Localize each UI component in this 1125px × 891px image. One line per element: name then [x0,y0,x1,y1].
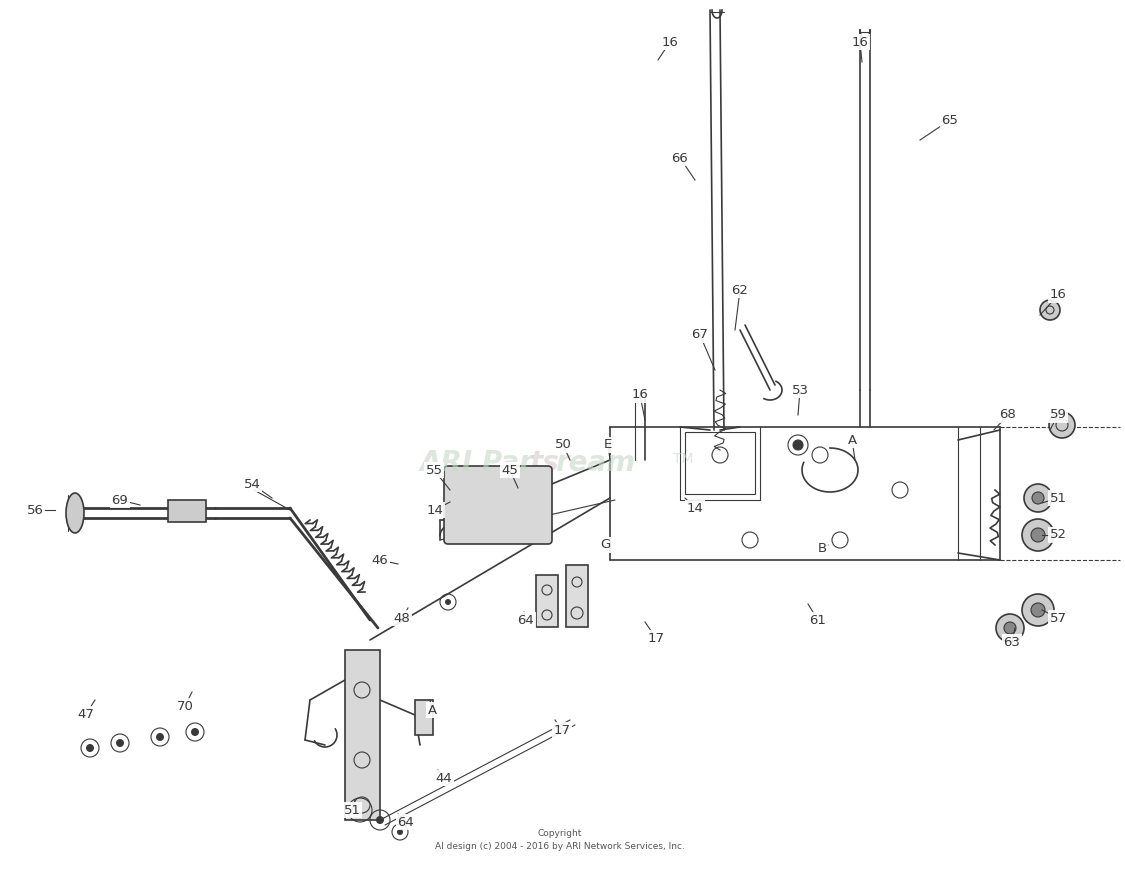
Text: E: E [604,438,612,452]
Text: 17: 17 [648,632,665,644]
Text: A: A [847,434,856,446]
Circle shape [116,739,124,747]
Text: 57: 57 [1050,611,1066,625]
Text: 51: 51 [343,804,360,816]
Text: 62: 62 [731,283,748,297]
Text: Copyright
Al design (c) 2004 - 2016 by ARI Network Services, Inc.: Copyright Al design (c) 2004 - 2016 by A… [435,830,685,851]
Text: 53: 53 [792,383,809,396]
Text: TM: TM [673,452,693,466]
Text: 47: 47 [78,707,94,721]
Circle shape [446,599,451,605]
Text: 52: 52 [1050,528,1066,542]
Text: 51: 51 [1050,492,1066,504]
Polygon shape [345,650,380,820]
Text: 56: 56 [27,503,44,517]
Text: 44: 44 [435,772,452,784]
Text: 70: 70 [177,699,193,713]
Bar [415,700,433,735]
Text: 16: 16 [631,388,648,402]
Circle shape [1032,492,1044,504]
Text: 17: 17 [554,723,570,737]
FancyBboxPatch shape [444,466,552,544]
Circle shape [86,744,94,752]
Circle shape [1040,300,1060,320]
Circle shape [1022,519,1054,551]
Text: A: A [428,704,436,716]
Text: 64: 64 [397,815,414,829]
Bar [168,500,206,522]
Bar [536,575,558,627]
Text: 16: 16 [1050,289,1066,301]
Circle shape [1030,603,1045,617]
Bar [566,565,588,627]
Ellipse shape [66,493,84,533]
Circle shape [1024,484,1052,512]
Circle shape [1048,412,1076,438]
Circle shape [996,614,1024,642]
Circle shape [397,829,403,835]
Circle shape [376,816,384,824]
Text: 54: 54 [243,478,261,491]
Text: 59: 59 [1050,408,1066,421]
Text: 61: 61 [810,614,827,626]
Text: G: G [600,538,610,552]
Text: 66: 66 [672,151,688,165]
Circle shape [1004,622,1016,634]
Text: 50: 50 [555,438,572,452]
Text: ream: ream [555,449,636,477]
Text: ARI Par: ARI Par [420,449,534,477]
Text: 64: 64 [518,614,534,626]
Bar [685,432,755,494]
Text: 68: 68 [1000,408,1016,421]
Text: 63: 63 [1004,635,1020,649]
Circle shape [1030,528,1045,542]
Text: 16: 16 [852,36,868,48]
Text: 45: 45 [502,463,519,477]
Circle shape [191,728,199,736]
Text: ts: ts [530,449,560,477]
Text: 48: 48 [394,611,411,625]
Circle shape [793,440,803,450]
Text: 16: 16 [662,36,678,48]
Text: 65: 65 [942,113,958,127]
Circle shape [156,733,164,741]
Circle shape [1022,594,1054,626]
Text: 14: 14 [686,502,703,514]
Text: 14: 14 [426,503,443,517]
Text: B: B [818,542,827,554]
Text: 67: 67 [692,329,709,341]
Text: 69: 69 [111,494,128,506]
Text: 46: 46 [371,553,388,567]
Text: 55: 55 [425,463,442,477]
